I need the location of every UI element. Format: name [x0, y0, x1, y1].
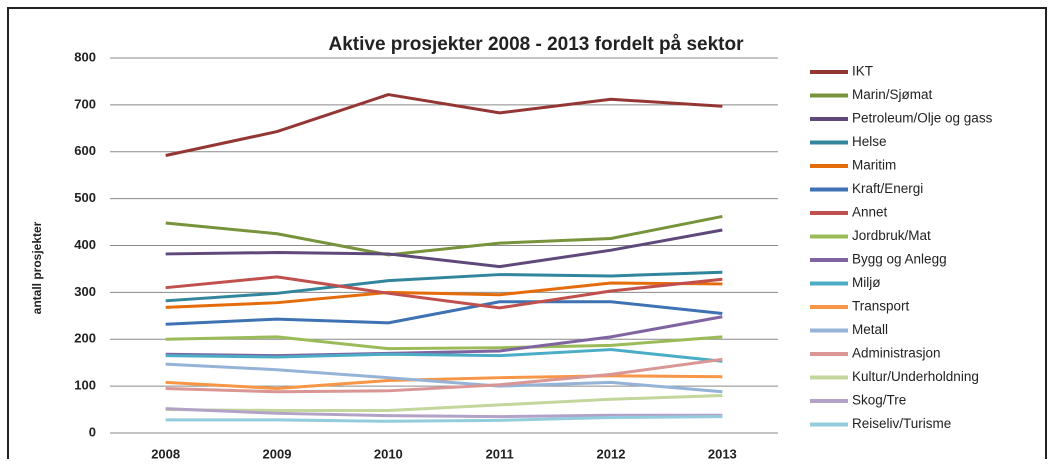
y-tick-label: 700 [74, 96, 96, 111]
y-tick-label: 400 [74, 237, 96, 252]
series-line [165, 281, 723, 309]
series-line [165, 270, 723, 303]
legend-label: Reiseliv/Turisme [852, 416, 951, 431]
legend-label: IKT [852, 64, 873, 79]
series-line [165, 362, 723, 394]
legend-label: Petroleum/Olje og gass [852, 111, 993, 126]
y-tick-label: 0 [89, 424, 96, 439]
legend-label: Bygg og Anlegg [852, 252, 947, 267]
chart-title: Aktive prosjekter 2008 - 2013 fordelt på… [328, 34, 744, 55]
series-line [165, 275, 723, 310]
x-tick-label: 2013 [708, 446, 737, 459]
legend-label: Transport [852, 299, 910, 314]
series-line [165, 93, 723, 157]
series-line [165, 374, 723, 390]
y-axis-label: antall prosjekter [30, 221, 44, 314]
series-line [165, 407, 723, 419]
x-tick-label: 2012 [597, 446, 626, 459]
series-line [165, 228, 723, 269]
series-line [165, 214, 723, 257]
series-line [165, 348, 723, 363]
series-line [165, 357, 723, 394]
y-tick-label: 600 [74, 143, 96, 158]
x-tick-label: 2011 [486, 446, 514, 459]
legend-label: Skog/Tre [852, 393, 906, 408]
x-tick-label: 2009 [263, 446, 292, 459]
series-line [165, 335, 723, 351]
y-tick-label: 300 [74, 284, 96, 299]
x-tick-label: 2010 [374, 446, 403, 459]
legend-label: Kultur/Underholdning [852, 369, 979, 384]
legend-label: Jordbruk/Mat [852, 228, 931, 243]
series-line [165, 415, 723, 423]
series-line [165, 394, 723, 412]
legend-label: Metall [852, 322, 888, 337]
legend-label: Helse [852, 134, 887, 149]
legend-label: Maritim [852, 158, 896, 173]
y-tick-label: 500 [74, 190, 96, 205]
legend-label: Kraft/Energi [852, 181, 923, 196]
legend-label: Marin/Sjømat [852, 87, 933, 102]
legend-label: Miljø [852, 275, 881, 290]
y-tick-label: 200 [74, 331, 96, 346]
y-tick-label: 800 [74, 49, 96, 64]
y-tick-label: 100 [74, 378, 96, 393]
legend-label: Administrasjon [852, 346, 941, 361]
series-line [165, 300, 723, 326]
x-tick-label: 2008 [151, 446, 180, 459]
legend-label: Annet [852, 205, 888, 220]
